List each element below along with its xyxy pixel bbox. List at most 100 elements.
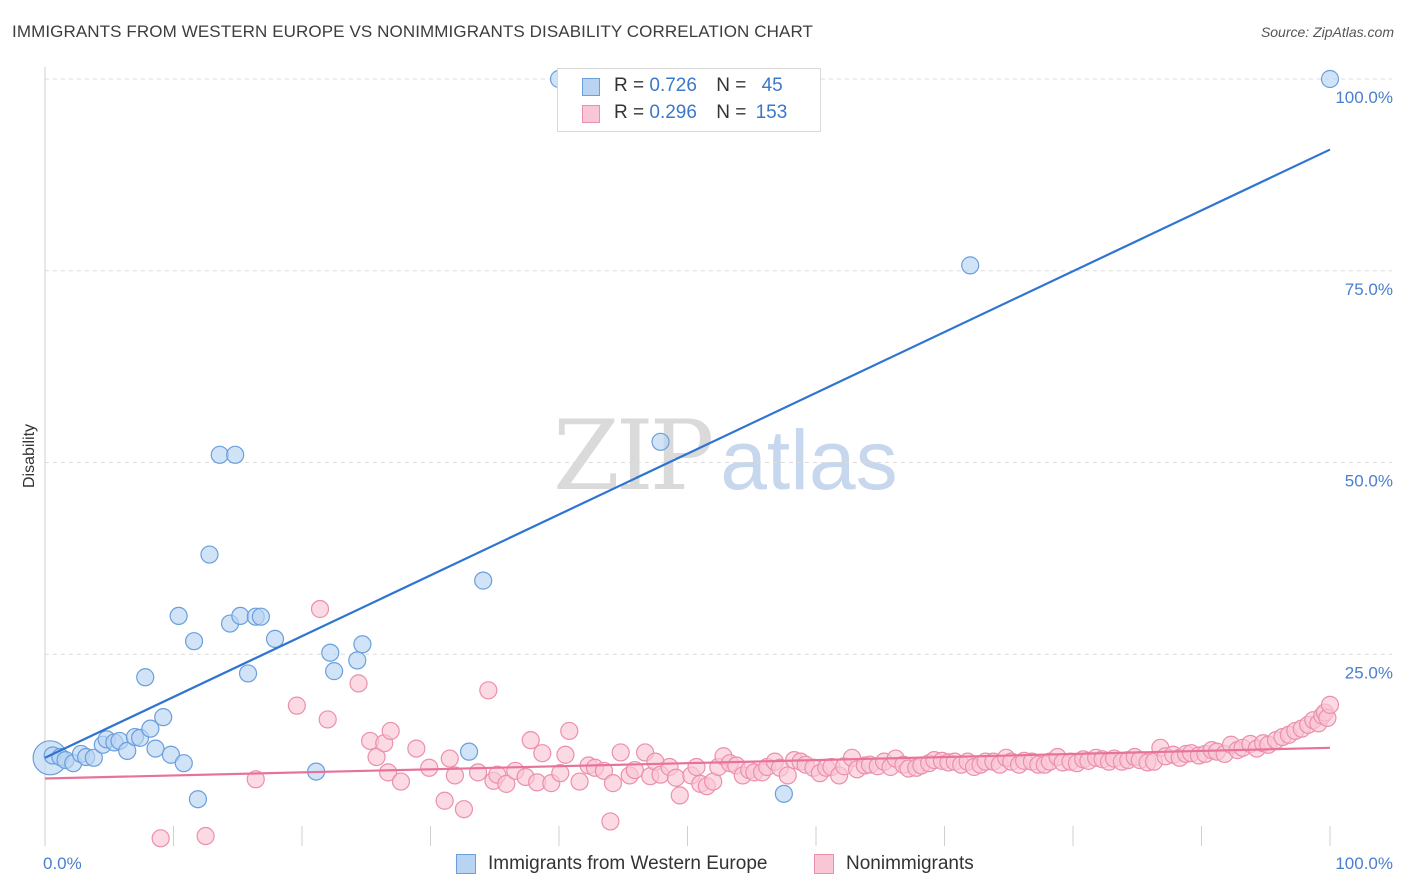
source-label: Source: ZipAtlas.com	[1260, 24, 1394, 40]
y-tick-label: 75.0%	[1345, 280, 1393, 299]
chart-title: IMMIGRANTS FROM WESTERN EUROPE VS NONIMM…	[12, 22, 814, 41]
y-axis-title: Disability	[21, 424, 38, 488]
nonimmigrants-point	[479, 681, 498, 700]
immigrants-point	[238, 664, 258, 683]
immigrants-point	[118, 741, 137, 760]
correlation-legend: R = 0.726 N = 45 R = 0.296 N = 153	[557, 68, 821, 132]
legend-n-value: 45	[761, 75, 783, 96]
nonimmigrants-point	[551, 764, 570, 783]
immigrants-point	[774, 784, 793, 803]
nonimmigrants-point	[196, 826, 215, 846]
immigrants-point	[169, 606, 188, 626]
immigrants-point	[174, 754, 193, 773]
immigrants-point	[161, 745, 181, 764]
bottom-legend-label: Immigrants from Western Europe	[488, 853, 768, 874]
legend-r-value: 0.296	[649, 102, 697, 123]
immigrants-point	[136, 668, 155, 687]
immigrants-point	[146, 739, 165, 758]
nonimmigrants-point	[349, 674, 368, 693]
immigrants-point	[1320, 69, 1340, 89]
x-tick-label: 0.0%	[43, 854, 82, 873]
immigrants-point	[325, 662, 344, 681]
series-immigrants-points	[32, 69, 1340, 809]
immigrants-point	[459, 742, 479, 761]
bottom-legend-label: Nonimmigrants	[846, 853, 974, 874]
immigrants-point	[353, 635, 372, 654]
legend-n-value: 153	[755, 102, 788, 123]
immigrants-point	[154, 708, 173, 727]
series-nonimmigrants-points	[151, 599, 1340, 848]
nonimmigrants-point	[778, 766, 797, 785]
legend-r-label: R =	[614, 102, 645, 123]
nonimmigrants-point	[435, 791, 454, 810]
immigrants-point	[251, 607, 270, 626]
immigrants-point	[184, 632, 204, 651]
nonimmigrants-point	[378, 763, 398, 782]
immigrants-point	[226, 445, 245, 464]
legend-n-label: N =	[716, 75, 747, 96]
nonimmigrants-point	[533, 744, 552, 763]
nonimmigrants-point	[603, 774, 623, 793]
nonimmigrants-point	[560, 721, 579, 741]
nonimmigrants-point	[246, 770, 265, 789]
axes	[44, 67, 1331, 846]
legend-r-label: R =	[614, 75, 645, 96]
nonimmigrants-point	[151, 829, 170, 848]
nonimmigrants-point	[601, 812, 620, 831]
y-tick-label: 50.0%	[1345, 472, 1393, 491]
nonimmigrants-point	[454, 800, 474, 819]
immigrants-point	[200, 545, 219, 564]
nonimmigrants-point	[594, 761, 614, 780]
immigrants-point	[210, 445, 229, 464]
nonimmigrants-point	[310, 599, 330, 619]
immigrants-point	[265, 629, 285, 649]
nonimmigrants-point	[420, 758, 439, 777]
nonimmigrants-point	[367, 747, 386, 767]
legend-n-label: N =	[716, 102, 747, 123]
legend-r-value: 0.726	[649, 75, 697, 96]
immigrants-point	[231, 606, 250, 626]
nonimmigrants-point	[1320, 695, 1340, 714]
nonimmigrants-point	[570, 772, 589, 791]
nonimmigrants-point	[497, 774, 516, 793]
legend-swatch-pink	[582, 105, 600, 123]
immigrants-point	[651, 432, 670, 451]
axis-labels: 25.0% 50.0% 75.0% 100.0% 0.0% 100.0% Disabilit…	[21, 88, 1393, 873]
nonimmigrants-point	[625, 760, 644, 780]
nonimmigrants-point	[318, 710, 337, 729]
nonimmigrants-point	[407, 739, 426, 758]
immigrants-point	[961, 256, 980, 275]
watermark-atlas: atlas	[720, 413, 898, 507]
nonimmigrants-point	[666, 768, 686, 787]
immigrants-point	[188, 790, 208, 809]
bottom-legend-swatch-blue	[456, 854, 476, 874]
nonimmigrants-point	[391, 772, 411, 791]
nonimmigrants-point	[468, 763, 488, 782]
immigrants-point	[84, 748, 103, 767]
nonimmigrants-point	[670, 786, 689, 805]
immigrants-point	[474, 571, 493, 590]
watermark-zip: ZIP	[553, 400, 714, 512]
immigrants-point	[348, 651, 367, 670]
y-tick-label: 25.0%	[1345, 663, 1393, 682]
immigrants-trend-line	[44, 148, 1331, 759]
nonimmigrants-point	[521, 731, 540, 750]
nonimmigrants-point	[687, 757, 706, 777]
legend-swatch-blue	[582, 78, 600, 96]
watermark: ZIP atlas	[553, 400, 898, 512]
nonimmigrants-point	[287, 696, 306, 715]
nonimmigrants-point	[611, 743, 630, 762]
nonimmigrants-point	[556, 745, 575, 764]
trend-lines	[44, 148, 1331, 780]
immigrants-point	[141, 719, 160, 738]
nonimmigrants-trend-line	[44, 746, 1331, 780]
nonimmigrants-point	[445, 766, 465, 785]
immigrants-point	[321, 643, 340, 662]
bottom-legend-swatch-pink	[814, 854, 834, 874]
grid-lines	[45, 78, 1392, 655]
nonimmigrants-point	[440, 749, 459, 768]
y-tick-label: 100.0%	[1335, 88, 1393, 107]
x-tick-label: 100.0%	[1335, 854, 1393, 873]
nonimmigrants-point	[381, 721, 400, 741]
